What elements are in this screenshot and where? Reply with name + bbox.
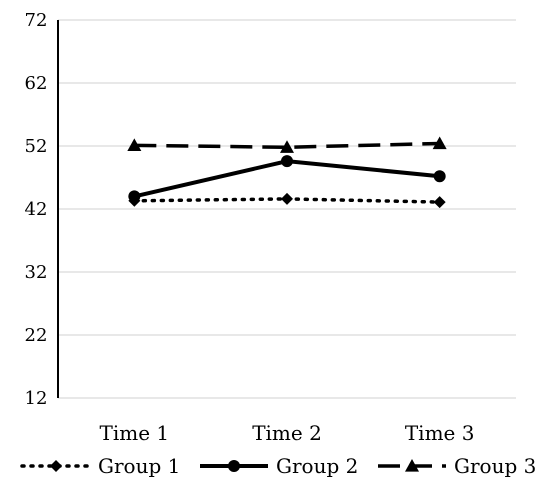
y-tick-label: 52 <box>25 136 48 157</box>
gridlines <box>58 19 516 399</box>
data-point <box>281 192 293 205</box>
legend-item: Group 3 <box>378 454 536 478</box>
x-tick-label: Time 2 <box>252 421 322 445</box>
legend-item: Group 2 <box>200 454 358 478</box>
x-tick-label: Time 3 <box>405 421 475 445</box>
y-tick-label: 42 <box>25 199 48 220</box>
data-point <box>433 196 446 209</box>
legend-item: Group 1 <box>20 454 180 478</box>
data-point <box>280 140 294 153</box>
series-2 <box>128 155 446 203</box>
legend-label: Group 1 <box>98 454 180 478</box>
series-line <box>134 141 440 150</box>
y-tick-label: 22 <box>25 325 48 346</box>
y-tick-label: 32 <box>25 262 48 283</box>
y-tick-label: 62 <box>25 73 48 94</box>
y-axis-ticks: 12 22 32 42 52 62 72 <box>25 10 48 409</box>
series-1 <box>128 192 446 209</box>
data-point <box>281 155 293 168</box>
y-tick-label: 12 <box>25 388 48 409</box>
data-point <box>127 138 142 151</box>
legend-marker <box>405 459 419 472</box>
legend: Group 1 Group 2 Group 3 <box>20 454 536 478</box>
legend-marker <box>50 460 62 472</box>
legend-label: Group 3 <box>454 454 536 478</box>
series-3 <box>127 136 447 153</box>
data-point <box>128 190 141 203</box>
y-tick-label: 72 <box>25 10 48 31</box>
legend-marker <box>228 460 240 472</box>
x-tick-label: Time 1 <box>100 421 170 445</box>
legend-label: Group 2 <box>276 454 358 478</box>
data-point <box>432 136 447 150</box>
x-axis-ticks: Time 1 Time 2 Time 3 <box>100 421 475 445</box>
data-point <box>433 170 446 183</box>
series-group <box>127 136 447 209</box>
